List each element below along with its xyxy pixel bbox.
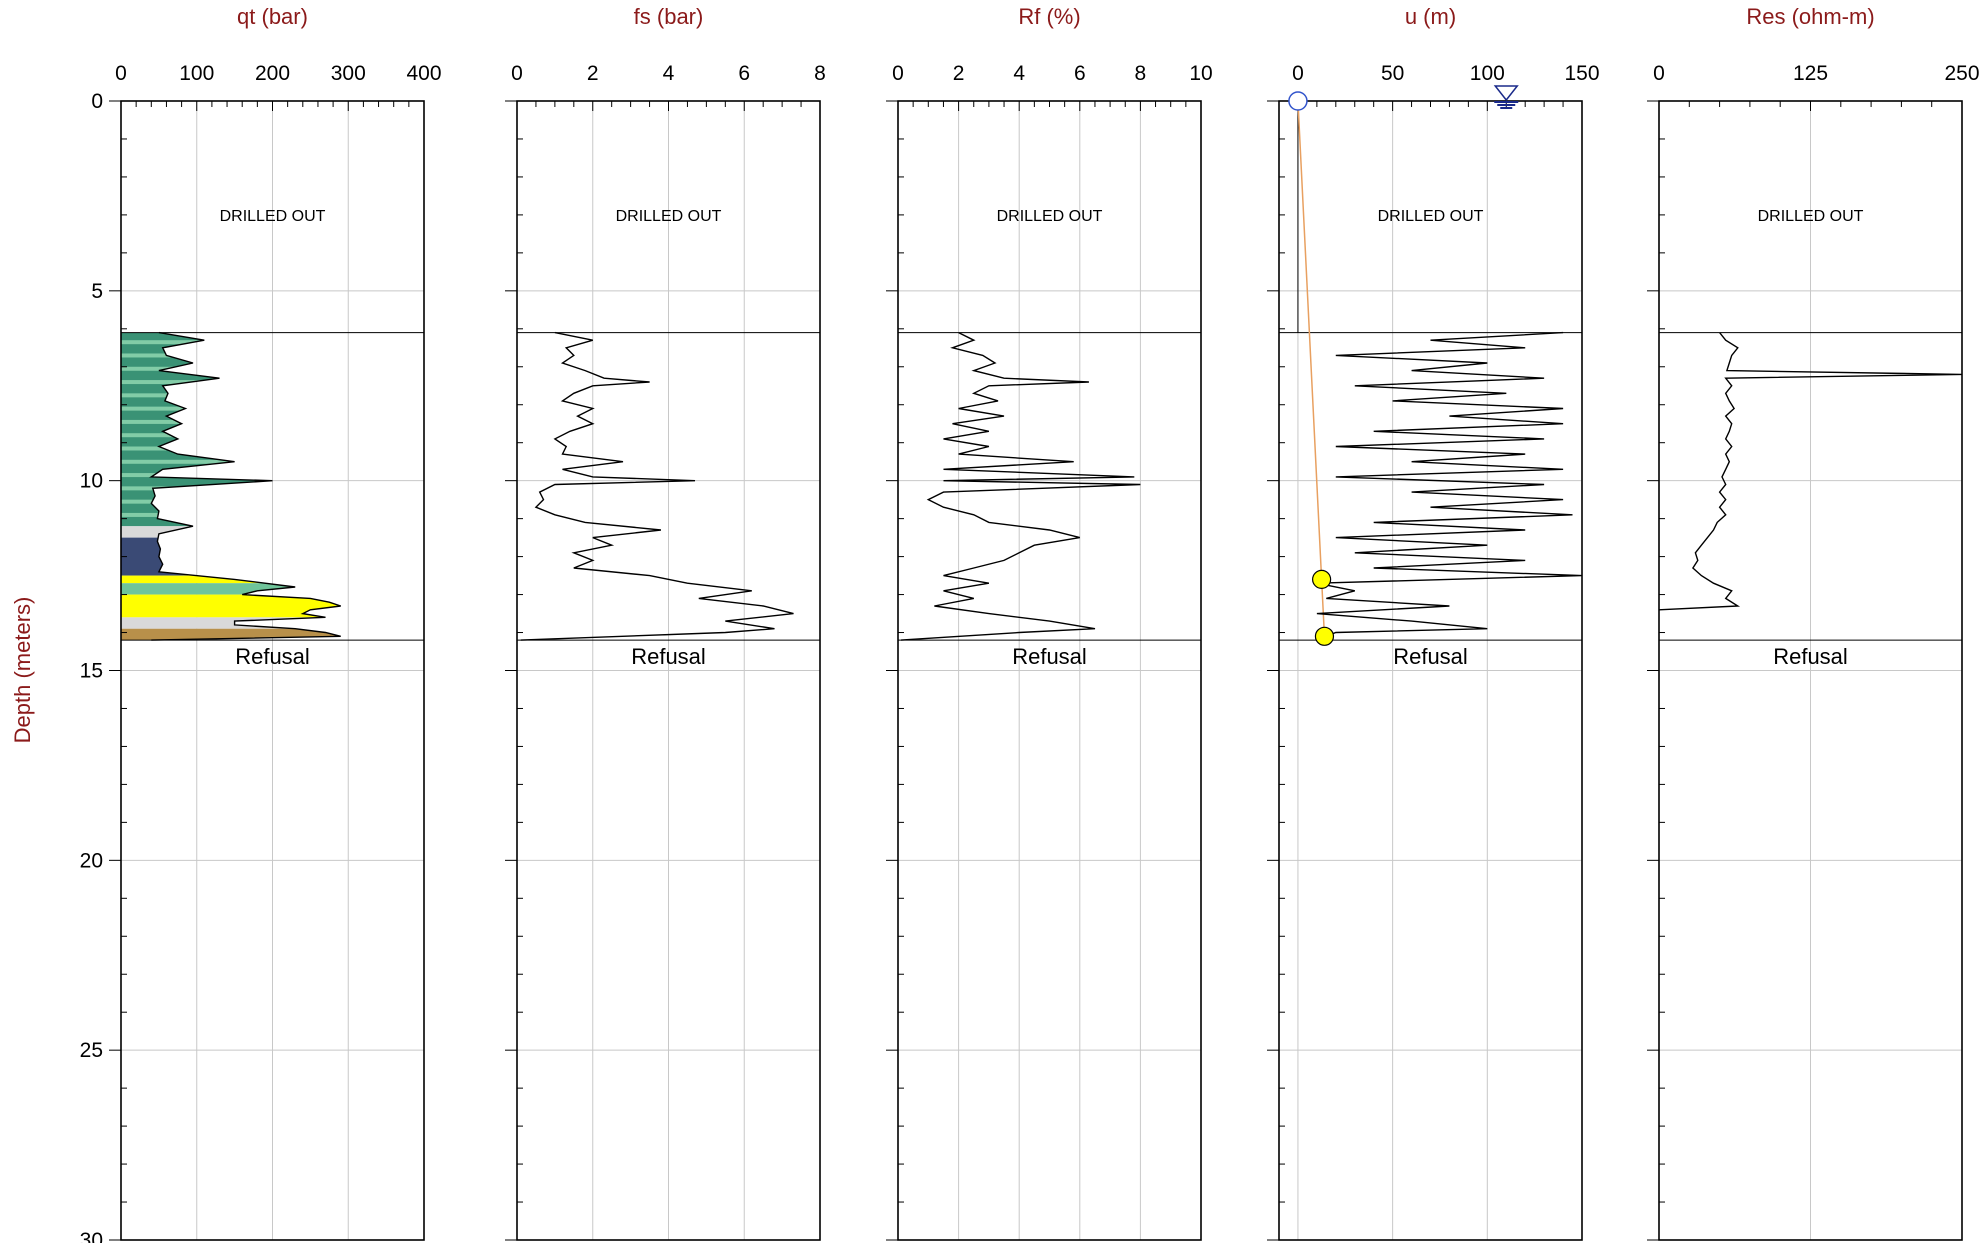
x-tick-label: 0 bbox=[1292, 62, 1304, 85]
x-tick-label: 8 bbox=[1135, 62, 1147, 85]
drilled-out-label: DRILLED OUT bbox=[1758, 208, 1864, 225]
water-triangle bbox=[1493, 85, 1519, 102]
panel-title: Res (ohm-m) bbox=[1746, 4, 1874, 29]
x-tick-label: 6 bbox=[738, 62, 750, 85]
x-tick-label: 10 bbox=[1189, 62, 1212, 85]
x-tick-label: 2 bbox=[587, 62, 599, 85]
water-level-icon bbox=[1493, 85, 1519, 109]
y-tick-label: 30 bbox=[80, 1229, 103, 1243]
x-tick-label: 6 bbox=[1074, 62, 1086, 85]
soil-band bbox=[121, 628, 341, 641]
x-tick-label: 50 bbox=[1381, 62, 1404, 85]
drilled-out-label: DRILLED OUT bbox=[997, 208, 1103, 225]
series-line bbox=[1658, 332, 1963, 611]
y-axis-label: Depth (meters) bbox=[10, 597, 35, 744]
x-tick-label: 400 bbox=[406, 62, 441, 85]
refusal-label: Refusal bbox=[631, 644, 706, 669]
panel-4: 0 50 100 150 u (m) DRILLED OUT Refusal bbox=[1267, 4, 1600, 1241]
x-tick-label: 250 bbox=[1944, 62, 1979, 85]
water-marker-top bbox=[1288, 91, 1308, 111]
x-tick-label: 8 bbox=[814, 62, 826, 85]
panel-3: 0 2 4 6 8 10 Rf (%) DRILLED OUT Refusal bbox=[886, 4, 1213, 1241]
x-tick-label: 0 bbox=[115, 62, 127, 85]
y-tick-label: 5 bbox=[91, 280, 103, 303]
y-tick-label: 15 bbox=[80, 660, 103, 683]
x-tick-label: 300 bbox=[331, 62, 366, 85]
x-tick-label: 100 bbox=[179, 62, 214, 85]
dissipation-point bbox=[1314, 626, 1335, 646]
panel-5: 0 125 250 Res (ohm-m) DRILLED OUT Refusal bbox=[1647, 4, 1980, 1241]
y-tick-label: 20 bbox=[80, 849, 103, 872]
series-line bbox=[900, 331, 1141, 641]
x-tick-label: 2 bbox=[953, 62, 965, 85]
refusal-label: Refusal bbox=[1773, 644, 1848, 669]
y-tick-label: 0 bbox=[91, 90, 103, 113]
panel-2: 0 2 4 6 8 fs (bar) DRILLED OUT Refusal bbox=[505, 4, 826, 1241]
dissipation-point bbox=[1312, 569, 1332, 589]
x-tick-label: 4 bbox=[663, 62, 675, 85]
soil-band bbox=[121, 617, 341, 629]
y-tick-label: 25 bbox=[80, 1039, 103, 1062]
drilled-out-label: DRILLED OUT bbox=[616, 208, 722, 225]
x-tick-label: 0 bbox=[892, 62, 904, 85]
x-tick-label: 125 bbox=[1793, 62, 1828, 85]
x-tick-label: 4 bbox=[1013, 62, 1025, 85]
panel-title: qt (bar) bbox=[237, 4, 308, 29]
series-line bbox=[149, 331, 341, 641]
x-tick-label: 100 bbox=[1470, 62, 1505, 85]
panel-title: fs (bar) bbox=[634, 4, 704, 29]
panel-1: 0 100 200 300 400 qt (bar) DRILLED OUT Refusal 0… bbox=[80, 4, 442, 1243]
hydrostatic-line bbox=[1297, 100, 1326, 637]
x-tick-label: 0 bbox=[1653, 62, 1665, 85]
refusal-label: Refusal bbox=[1393, 644, 1468, 669]
x-tick-label: 150 bbox=[1564, 62, 1599, 85]
refusal-label: Refusal bbox=[1012, 644, 1087, 669]
y-tick-label: 10 bbox=[80, 470, 103, 493]
x-tick-label: 0 bbox=[511, 62, 523, 85]
panel-title: Rf (%) bbox=[1018, 4, 1080, 29]
panel-title: u (m) bbox=[1405, 4, 1456, 29]
series-line bbox=[1316, 331, 1583, 641]
refusal-label: Refusal bbox=[235, 644, 310, 669]
soil-band bbox=[121, 583, 341, 595]
soil-band bbox=[121, 594, 341, 618]
drilled-out-label: DRILLED OUT bbox=[1378, 208, 1484, 225]
drilled-out-label: DRILLED OUT bbox=[220, 208, 326, 225]
series-line bbox=[520, 331, 794, 641]
x-tick-label: 200 bbox=[255, 62, 290, 85]
